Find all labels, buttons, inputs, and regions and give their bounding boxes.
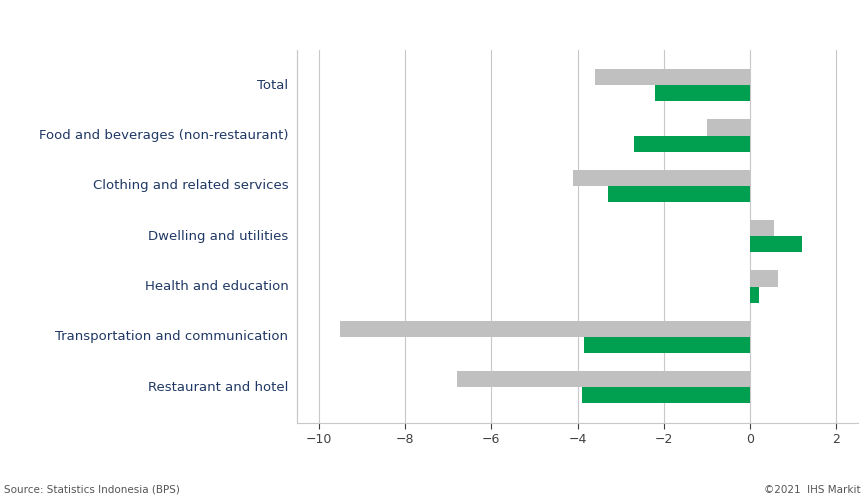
Text: Restaurant and hotel: Restaurant and hotel <box>148 381 288 394</box>
Text: Total: Total <box>257 78 288 92</box>
Bar <box>340 321 749 337</box>
Bar <box>633 136 749 152</box>
Legend: Q4 2020, Q1 2021: Q4 2020, Q1 2021 <box>385 496 601 500</box>
Text: Dwelling and utilities: Dwelling and utilities <box>148 230 288 243</box>
Bar <box>594 69 749 85</box>
Bar <box>749 286 758 302</box>
Text: Source: Statistics Indonesia (BPS): Source: Statistics Indonesia (BPS) <box>4 485 180 495</box>
Bar <box>749 236 801 252</box>
Text: Health and education: Health and education <box>145 280 288 293</box>
Text: Clothing and related services: Clothing and related services <box>93 180 288 192</box>
Text: Transportation and communication: Transportation and communication <box>55 330 288 344</box>
Bar <box>456 371 749 388</box>
Bar <box>584 337 749 353</box>
Bar <box>749 270 777 286</box>
Bar <box>607 186 749 202</box>
Bar <box>749 220 773 236</box>
Text: Food and beverages (non-restaurant): Food and beverages (non-restaurant) <box>39 129 288 142</box>
Text: Real private consumption spending (Y/Y,  % change): Real private consumption spending (Y/Y, … <box>7 14 517 32</box>
Bar <box>581 388 749 404</box>
Text: ©2021  IHS Markit: ©2021 IHS Markit <box>763 485 859 495</box>
Bar <box>654 85 749 102</box>
Bar <box>573 170 749 186</box>
Bar <box>706 120 749 136</box>
